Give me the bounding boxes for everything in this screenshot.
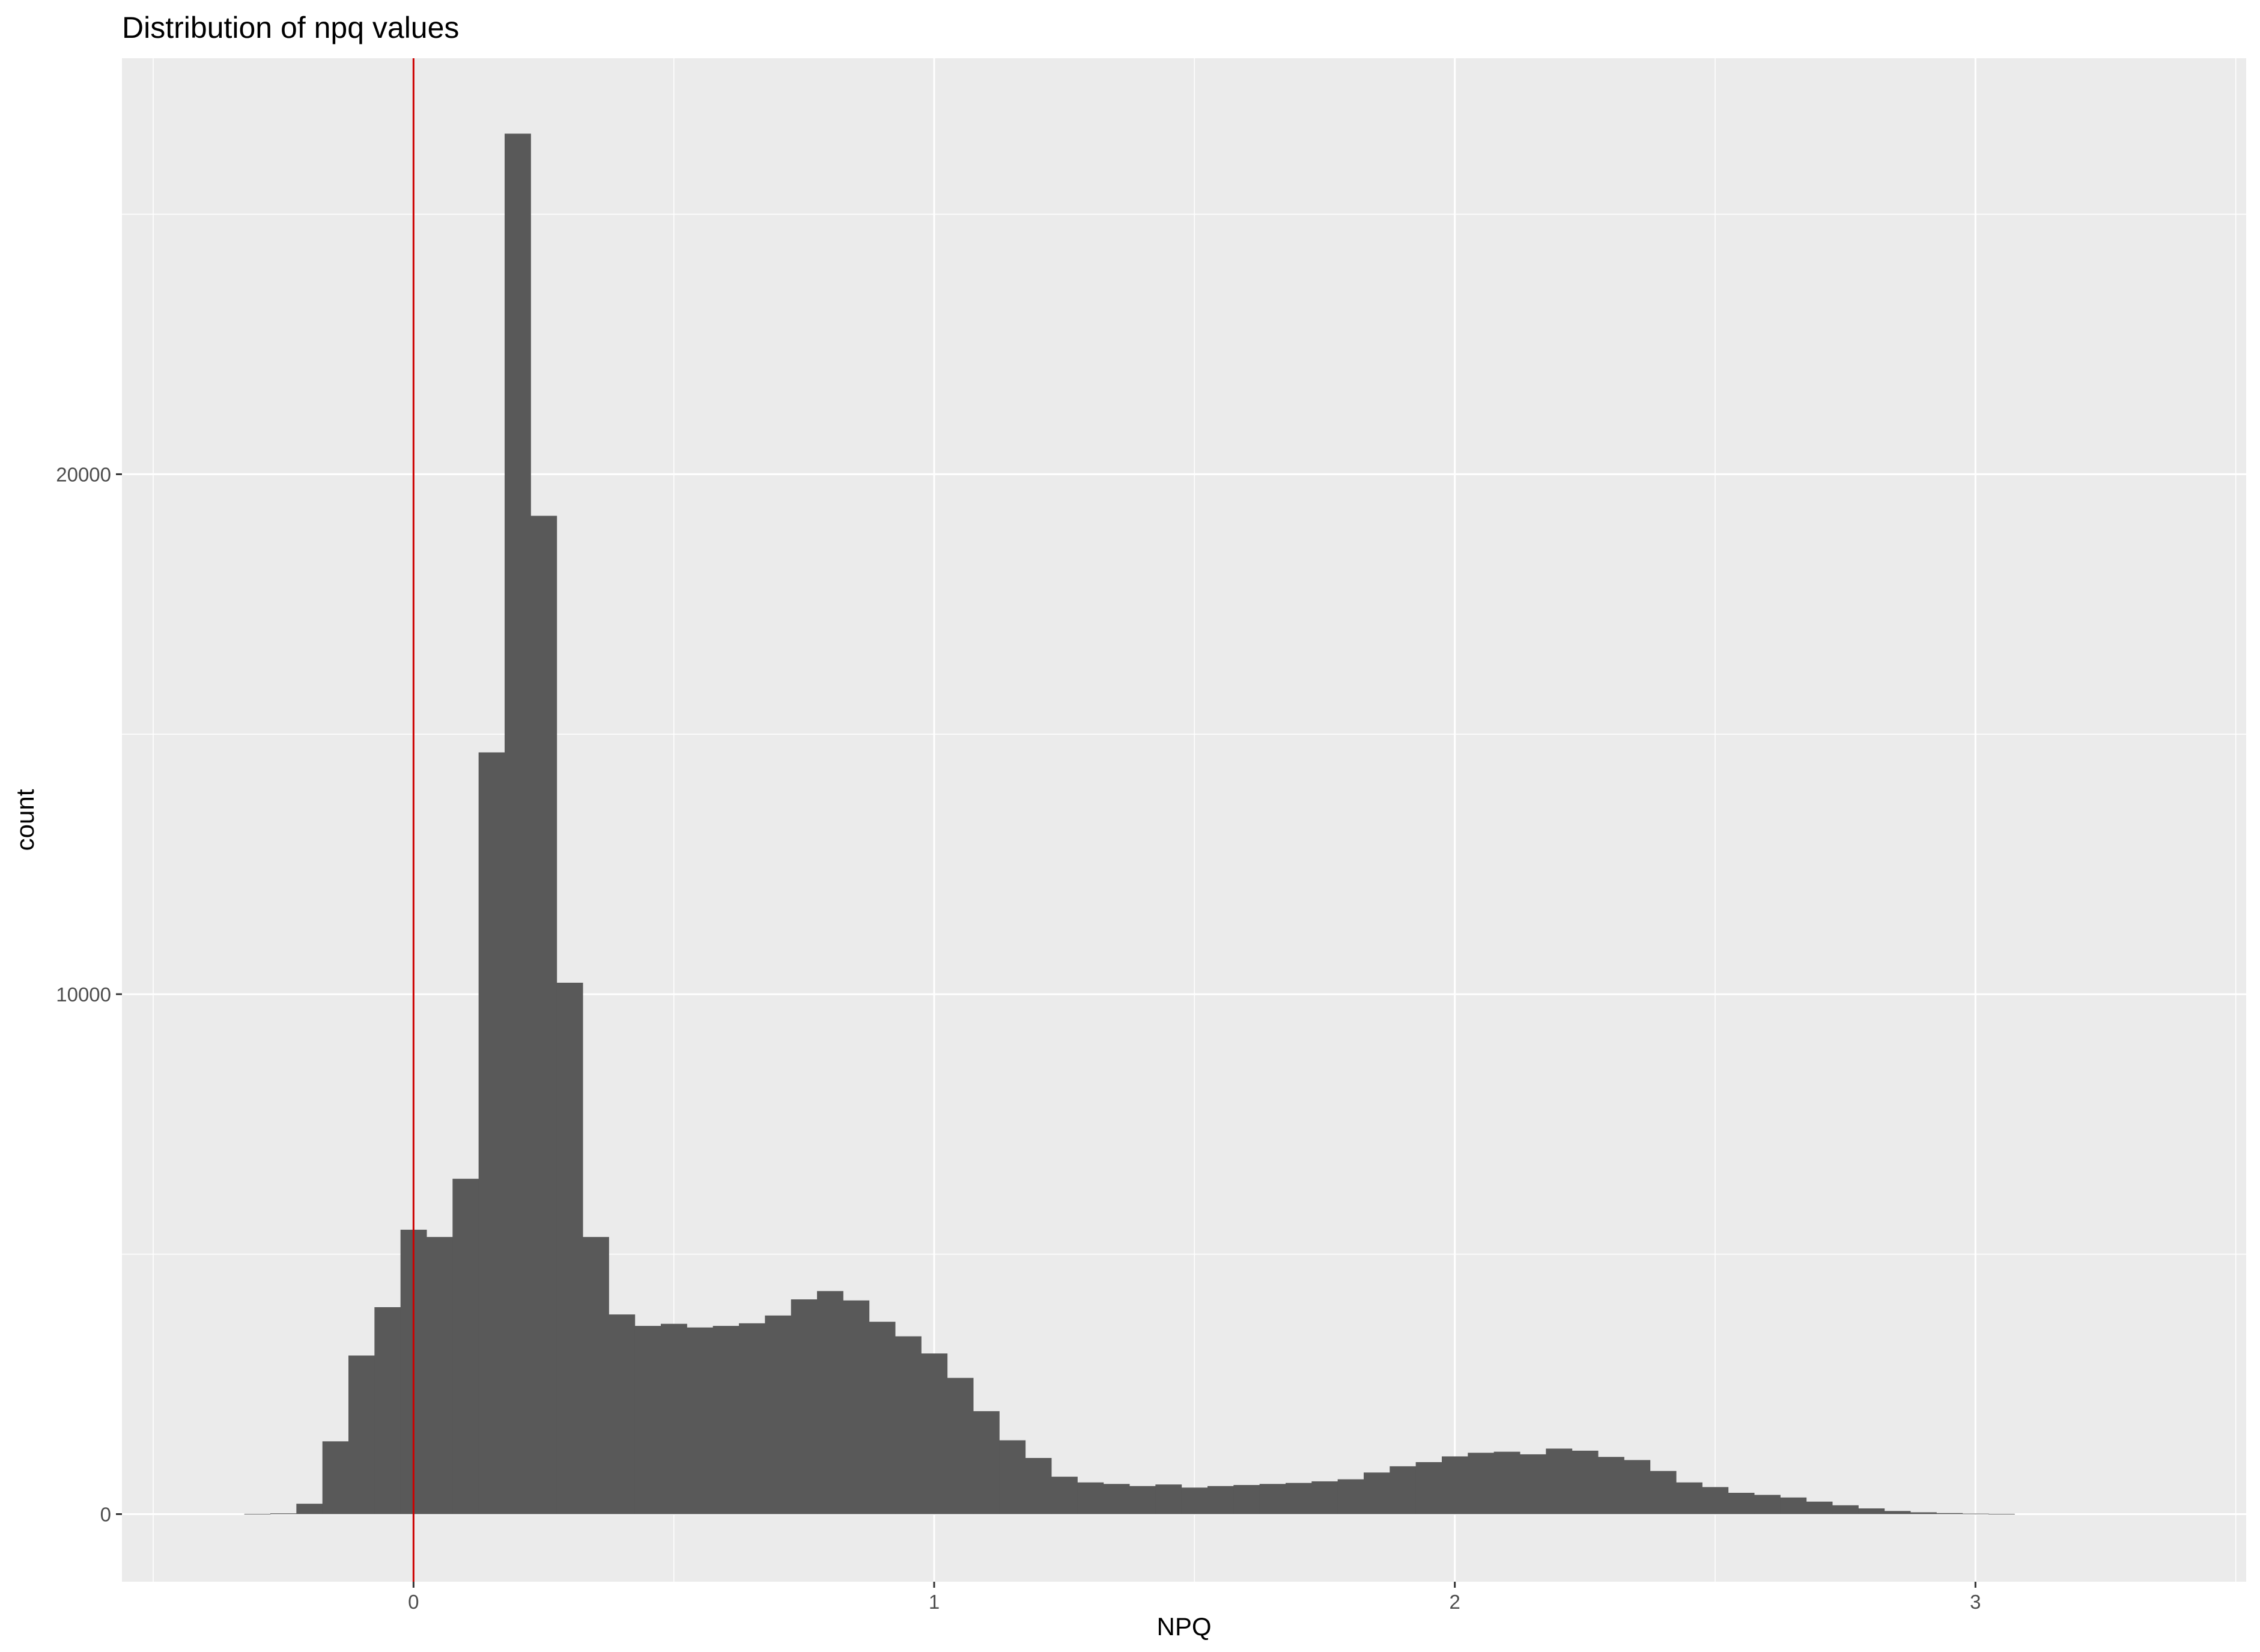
histogram-bar [530, 515, 557, 1514]
histogram-bar [1520, 1454, 1546, 1514]
histogram-bar [1546, 1448, 1573, 1514]
histogram-bar [661, 1323, 687, 1514]
histogram-bar [765, 1315, 792, 1514]
histogram-bar [1337, 1479, 1364, 1514]
histogram-bar [1442, 1456, 1468, 1514]
histogram-bar [1910, 1512, 1937, 1514]
histogram-bar [817, 1291, 843, 1514]
chart-title: Distribution of npq values [122, 11, 459, 44]
histogram-bar [791, 1299, 818, 1514]
histogram-bar [1129, 1486, 1156, 1514]
histogram-bar [1832, 1505, 1859, 1514]
histogram-bar [712, 1326, 740, 1514]
histogram-bar [1077, 1482, 1104, 1514]
histogram-bar [374, 1307, 401, 1514]
histogram-bar [1051, 1477, 1078, 1514]
histogram-bar [1572, 1450, 1599, 1514]
histogram-bar [270, 1513, 297, 1514]
histogram-bar [947, 1377, 974, 1514]
x-axis-title: NPQ [1156, 1612, 1211, 1641]
histogram-bar [1103, 1484, 1130, 1514]
histogram-bar [1676, 1482, 1703, 1514]
y-tick-label: 10000 [56, 983, 111, 1006]
histogram-bar [1390, 1466, 1417, 1514]
histogram-bar [322, 1441, 349, 1514]
histogram-bar [1858, 1508, 1885, 1514]
histogram-bar [1415, 1462, 1442, 1514]
histogram-bar [1155, 1484, 1182, 1514]
histogram-bar [1780, 1497, 1807, 1514]
histogram-bar [609, 1314, 636, 1514]
histogram-bar [1936, 1513, 1963, 1514]
histogram-bar [1728, 1492, 1755, 1514]
y-tick-label: 0 [100, 1503, 111, 1525]
histogram-bar [895, 1336, 922, 1514]
histogram-bar [1181, 1487, 1208, 1514]
histogram-bar [427, 1237, 453, 1514]
histogram-bar [348, 1355, 375, 1514]
histogram-bar [1650, 1471, 1677, 1514]
x-tick-label: 2 [1449, 1591, 1460, 1613]
histogram-bar [1884, 1511, 1911, 1514]
histogram-bar [1806, 1501, 1833, 1514]
histogram-bar [583, 1237, 609, 1514]
histogram-bar [1624, 1460, 1651, 1514]
histogram-bar [1702, 1487, 1729, 1514]
histogram-bar [999, 1440, 1026, 1514]
histogram-bar [869, 1322, 896, 1514]
histogram-bar [1025, 1458, 1052, 1514]
histogram-bar [505, 133, 531, 1514]
histogram-bars [244, 133, 2015, 1515]
histogram-bar [478, 752, 505, 1514]
x-tick-label: 0 [408, 1591, 419, 1613]
y-axis-title: count [11, 789, 39, 851]
axis-ticks: 0 1 2 3 0 10000 20000 [56, 463, 1981, 1613]
histogram-bar [973, 1411, 1000, 1514]
histogram-bar [1259, 1484, 1286, 1514]
histogram-bar [1311, 1481, 1338, 1514]
histogram-bar [1598, 1457, 1624, 1514]
histogram-bar [296, 1504, 323, 1514]
x-tick-label: 3 [1970, 1591, 1981, 1613]
histogram-bar [1364, 1472, 1390, 1514]
histogram-bar [1493, 1451, 1520, 1514]
y-tick-label: 20000 [56, 463, 111, 485]
histogram-bar [1233, 1485, 1260, 1514]
histogram-bar [1286, 1483, 1312, 1514]
histogram-bar [843, 1300, 870, 1514]
x-tick-label: 1 [929, 1591, 940, 1613]
histogram-bar [452, 1179, 479, 1514]
histogram-bar [1468, 1453, 1495, 1514]
histogram-bar [739, 1323, 765, 1514]
histogram-bar [921, 1353, 948, 1514]
histogram-bar [556, 982, 583, 1514]
histogram-bar [1754, 1495, 1781, 1514]
histogram-bar [634, 1326, 661, 1514]
histogram-bar [1207, 1486, 1234, 1514]
histogram-bar [687, 1327, 714, 1514]
